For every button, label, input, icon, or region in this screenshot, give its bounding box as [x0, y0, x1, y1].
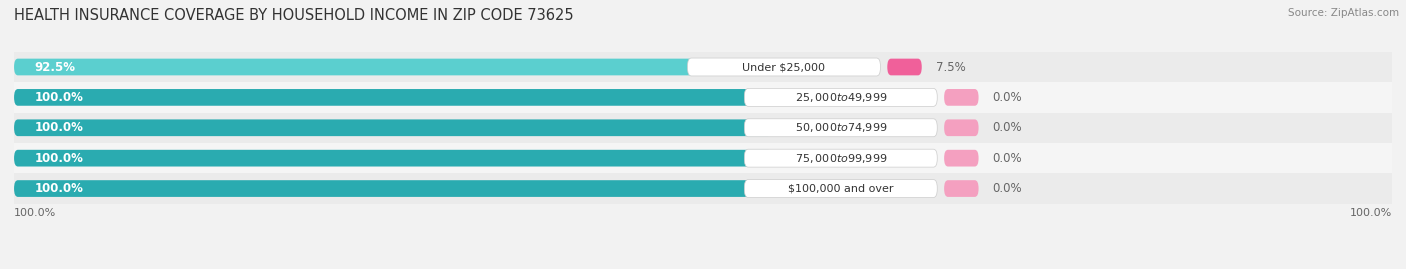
Bar — [14, 143, 1392, 173]
FancyBboxPatch shape — [14, 59, 716, 75]
FancyBboxPatch shape — [744, 149, 938, 167]
Text: 100.0%: 100.0% — [14, 208, 56, 218]
Text: Under $25,000: Under $25,000 — [742, 62, 825, 72]
Text: 0.0%: 0.0% — [993, 152, 1022, 165]
Bar — [14, 82, 1392, 113]
Text: $25,000 to $49,999: $25,000 to $49,999 — [794, 91, 887, 104]
FancyBboxPatch shape — [744, 119, 938, 137]
Text: HEALTH INSURANCE COVERAGE BY HOUSEHOLD INCOME IN ZIP CODE 73625: HEALTH INSURANCE COVERAGE BY HOUSEHOLD I… — [14, 8, 574, 23]
Text: 0.0%: 0.0% — [993, 182, 1022, 195]
FancyBboxPatch shape — [14, 89, 772, 106]
Text: $100,000 and over: $100,000 and over — [787, 183, 894, 194]
Bar — [14, 113, 1392, 143]
FancyBboxPatch shape — [14, 150, 772, 167]
FancyBboxPatch shape — [945, 180, 979, 197]
Text: 0.0%: 0.0% — [993, 121, 1022, 134]
FancyBboxPatch shape — [744, 89, 938, 106]
Text: 100.0%: 100.0% — [35, 121, 83, 134]
FancyBboxPatch shape — [744, 180, 938, 197]
Text: 100.0%: 100.0% — [35, 152, 83, 165]
FancyBboxPatch shape — [887, 59, 922, 75]
Text: 100.0%: 100.0% — [1350, 208, 1392, 218]
FancyBboxPatch shape — [945, 89, 979, 106]
FancyBboxPatch shape — [688, 58, 880, 76]
Text: 7.5%: 7.5% — [935, 61, 966, 73]
Text: $50,000 to $74,999: $50,000 to $74,999 — [794, 121, 887, 134]
Text: 0.0%: 0.0% — [993, 91, 1022, 104]
Text: 100.0%: 100.0% — [35, 182, 83, 195]
Text: 100.0%: 100.0% — [35, 91, 83, 104]
FancyBboxPatch shape — [14, 180, 772, 197]
Text: $75,000 to $99,999: $75,000 to $99,999 — [794, 152, 887, 165]
Bar — [14, 52, 1392, 82]
Bar — [14, 173, 1392, 204]
FancyBboxPatch shape — [945, 150, 979, 167]
Text: 92.5%: 92.5% — [35, 61, 76, 73]
FancyBboxPatch shape — [14, 119, 772, 136]
Text: Source: ZipAtlas.com: Source: ZipAtlas.com — [1288, 8, 1399, 18]
FancyBboxPatch shape — [945, 119, 979, 136]
